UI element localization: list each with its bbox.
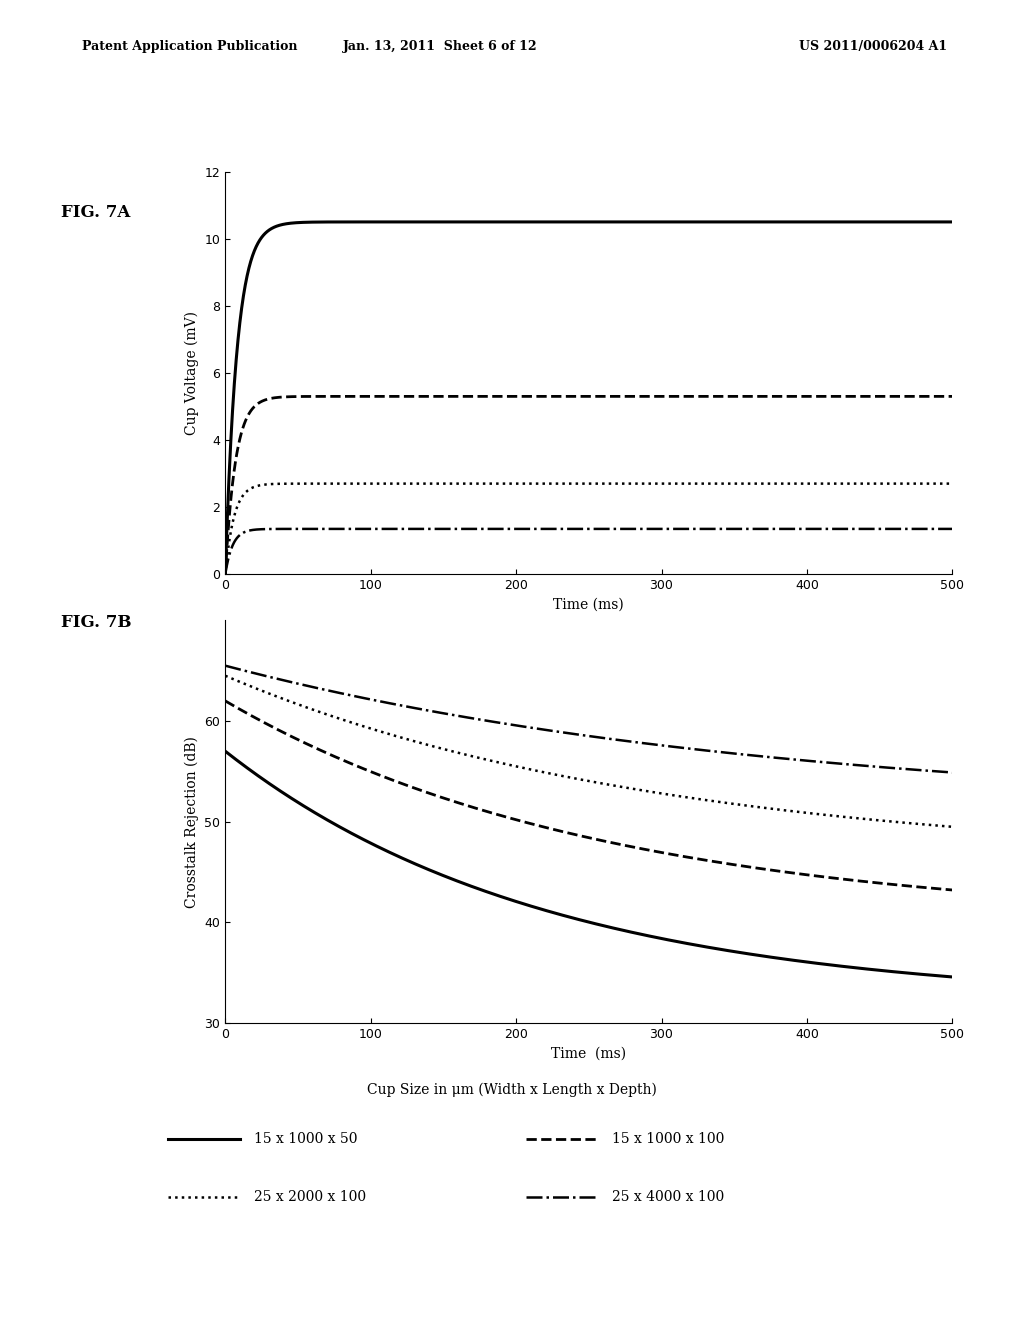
X-axis label: Time (ms): Time (ms) bbox=[553, 598, 625, 611]
Text: US 2011/0006204 A1: US 2011/0006204 A1 bbox=[799, 40, 947, 53]
Y-axis label: Cup Voltage (mV): Cup Voltage (mV) bbox=[184, 312, 199, 434]
X-axis label: Time  (ms): Time (ms) bbox=[551, 1047, 627, 1060]
Text: 25 x 2000 x 100: 25 x 2000 x 100 bbox=[254, 1191, 366, 1204]
Text: FIG. 7B: FIG. 7B bbox=[61, 614, 132, 631]
Y-axis label: Crosstalk Rejection (dB): Crosstalk Rejection (dB) bbox=[184, 735, 199, 908]
Text: Patent Application Publication: Patent Application Publication bbox=[82, 40, 297, 53]
Text: FIG. 7A: FIG. 7A bbox=[61, 203, 131, 220]
Text: 25 x 4000 x 100: 25 x 4000 x 100 bbox=[612, 1191, 725, 1204]
Text: 15 x 1000 x 50: 15 x 1000 x 50 bbox=[254, 1133, 357, 1146]
Text: 15 x 1000 x 100: 15 x 1000 x 100 bbox=[612, 1133, 725, 1146]
Text: Cup Size in μm (Width x Length x Depth): Cup Size in μm (Width x Length x Depth) bbox=[367, 1082, 657, 1097]
Text: Jan. 13, 2011  Sheet 6 of 12: Jan. 13, 2011 Sheet 6 of 12 bbox=[343, 40, 538, 53]
